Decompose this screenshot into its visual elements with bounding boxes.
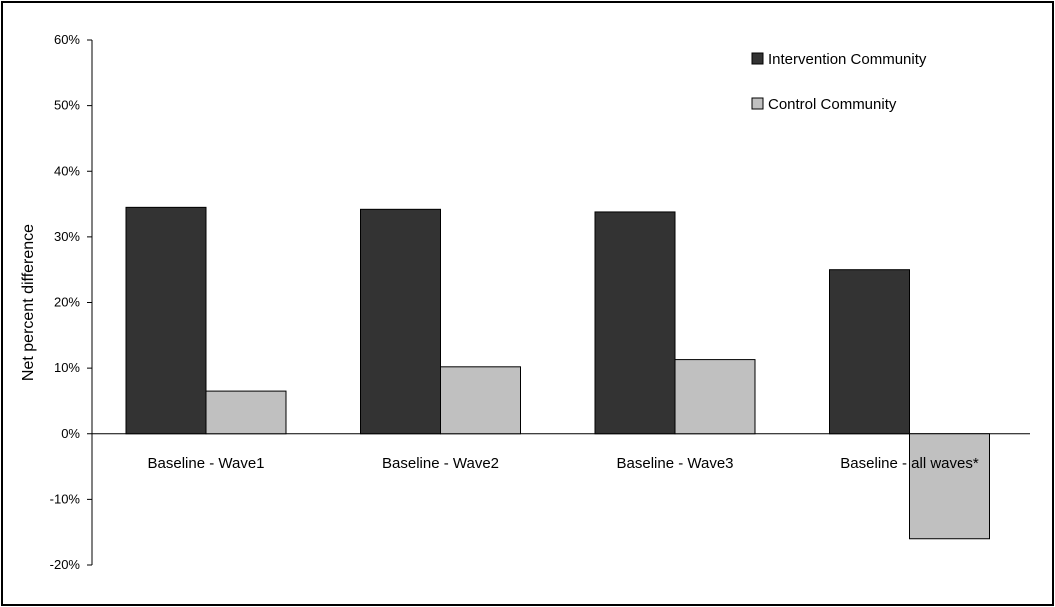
bar [125,206,207,435]
bar [909,433,990,540]
legend-label: Intervention Community [768,51,927,68]
x-category-label: Baseline - all waves* [840,455,979,472]
bar [440,366,521,435]
y-tick-label: 0% [61,426,80,441]
y-tick-label: -10% [50,491,81,506]
bar [205,390,287,435]
y-tick-label: -20% [50,557,81,572]
legend: Intervention Community Control Community [751,51,927,113]
legend-swatch [751,52,764,65]
y-tick-label: 20% [54,295,80,310]
x-category-label: Baseline - Wave1 [148,455,265,472]
labels: Baseline - Wave1 Baseline - Wave2 Baseline… [148,455,979,472]
bar [594,211,676,435]
x-category-label: Baseline - Wave3 [617,455,734,472]
y-tick-label: 40% [54,163,80,178]
legend-label: Control Community [768,96,897,113]
y-tick-label: 60% [54,32,80,47]
y-axis-title: Net percent difference [20,224,37,381]
bar [829,269,910,435]
y-tick-label: 10% [54,360,80,375]
y-tick-label: 30% [54,229,80,244]
bar [674,359,756,435]
y-tick-label: 50% [54,98,80,113]
x-category-label: Baseline - Wave2 [382,455,499,472]
bar [360,208,441,435]
legend-swatch [751,97,764,110]
bars [125,206,990,540]
